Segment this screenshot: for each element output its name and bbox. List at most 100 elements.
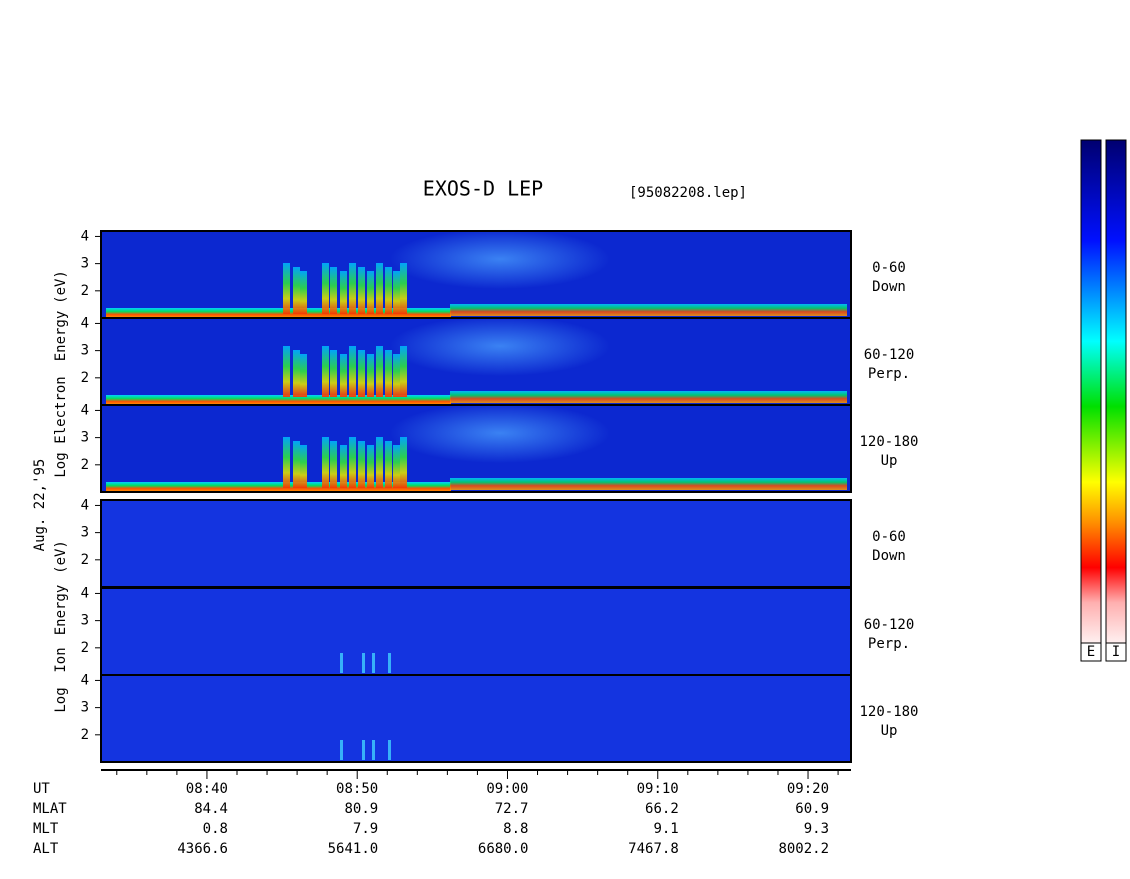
spectrogram <box>101 588 851 675</box>
date: Aug. 22,'95 <box>32 459 48 552</box>
y-tick-label: 3 <box>81 525 89 541</box>
burst <box>358 350 365 397</box>
ephemeris-value: 66.2 <box>645 801 679 817</box>
burst <box>300 445 307 488</box>
spectrogram <box>101 500 851 587</box>
pitch-range: 120-180 <box>859 434 918 450</box>
colorbar-label: E <box>1087 644 1095 660</box>
ephemeris-value: 9.1 <box>653 821 678 837</box>
burst <box>376 263 383 314</box>
y-tick-label: 4 <box>81 672 89 688</box>
title: EXOS-D LEP <box>423 177 543 201</box>
x-tick-label: 08:50 <box>336 781 378 797</box>
burst <box>367 445 374 488</box>
colorbar-box <box>1105 642 1127 662</box>
y-tick-label: 4 <box>81 585 89 601</box>
burst <box>393 354 400 397</box>
burst <box>393 445 400 488</box>
pitch-range: 120-180 <box>859 704 918 720</box>
burst <box>293 350 300 397</box>
low-band <box>450 304 847 316</box>
burst <box>385 350 392 397</box>
ephemeris-value: 72.7 <box>495 801 529 817</box>
colorbar <box>1080 139 1102 644</box>
burst <box>358 441 365 488</box>
burst <box>349 346 356 397</box>
x-tick-label: 08:40 <box>186 781 228 797</box>
panel-frame <box>100 404 852 493</box>
burst <box>385 267 392 314</box>
row-label: MLAT <box>33 801 67 817</box>
burst <box>293 441 300 488</box>
y-tick-label: 4 <box>81 228 89 244</box>
pitch-range: 60-120 <box>864 347 915 363</box>
burst <box>283 437 290 488</box>
streak <box>362 740 365 760</box>
burst <box>322 263 329 314</box>
file-name: [95082208.lep] <box>629 185 747 201</box>
y-tick-label: 4 <box>81 315 89 331</box>
burst <box>358 267 365 314</box>
ephemeris-value: 60.9 <box>795 801 829 817</box>
y-axis-label: Log <box>53 452 69 477</box>
y-axis-label: Energy <box>53 585 69 636</box>
low-band <box>106 395 451 405</box>
y-tick-label: 3 <box>81 613 89 629</box>
haze <box>390 403 610 463</box>
y-tick-label: 2 <box>81 457 89 473</box>
y-axis-label: Energy <box>53 311 69 362</box>
burst <box>349 437 356 488</box>
burst <box>349 263 356 314</box>
y-axis-label: Electron <box>53 376 69 443</box>
y-tick-label: 4 <box>81 497 89 513</box>
ephemeris-value: 7.9 <box>353 821 378 837</box>
ephemeris-value: 80.9 <box>344 801 378 817</box>
low-band <box>106 482 451 492</box>
colorbar <box>1105 139 1127 644</box>
ephemeris-value: 5641.0 <box>328 841 379 857</box>
pitch-direction: Down <box>872 548 906 564</box>
burst <box>322 437 329 488</box>
x-tick-label: 09:20 <box>787 781 829 797</box>
low-band <box>450 478 847 490</box>
burst <box>376 346 383 397</box>
pitch-direction: Perp. <box>868 636 910 652</box>
row-label: UT <box>33 781 50 797</box>
pitch-range: 0-60 <box>872 260 906 276</box>
pitch-direction: Down <box>872 279 906 295</box>
y-tick-label: 2 <box>81 640 89 656</box>
y-axis-label: (eV) <box>53 540 69 574</box>
streak <box>340 740 343 760</box>
burst <box>340 445 347 488</box>
burst <box>322 346 329 397</box>
burst <box>300 354 307 397</box>
y-tick-label: 3 <box>81 430 89 446</box>
burst <box>330 267 337 314</box>
streak <box>388 653 391 673</box>
streak <box>340 653 343 673</box>
burst <box>340 354 347 397</box>
y-tick-label: 3 <box>81 700 89 716</box>
burst <box>330 350 337 397</box>
ephemeris-value: 0.8 <box>203 821 228 837</box>
y-tick-label: 3 <box>81 343 89 359</box>
colorbar-label: I <box>1112 644 1120 660</box>
y-axis-label: Log <box>53 687 69 712</box>
colorbar-box <box>1080 642 1102 662</box>
row-label: MLT <box>33 821 59 837</box>
y-tick-label: 4 <box>81 402 89 418</box>
x-tick-label: 09:10 <box>637 781 679 797</box>
low-band <box>450 391 847 403</box>
low-band <box>106 308 451 318</box>
streak <box>372 653 375 673</box>
burst <box>283 263 290 314</box>
burst <box>385 441 392 488</box>
ephemeris-value: 84.4 <box>194 801 228 817</box>
burst <box>367 271 374 314</box>
spectrogram <box>101 675 851 762</box>
streak <box>362 653 365 673</box>
burst <box>376 437 383 488</box>
ephemeris-value: 6680.0 <box>478 841 529 857</box>
y-tick-label: 2 <box>81 552 89 568</box>
